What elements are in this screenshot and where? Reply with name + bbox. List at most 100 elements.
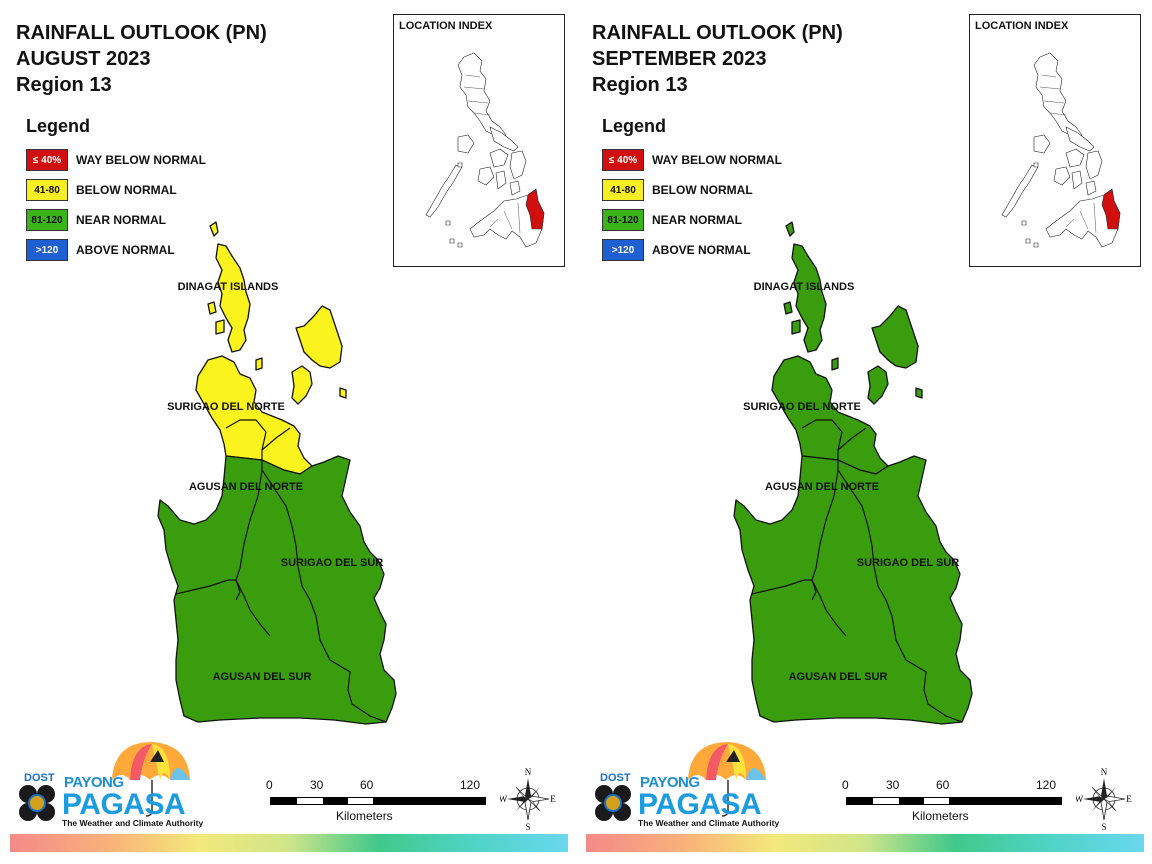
label-dinagat: DINAGAT ISLANDS bbox=[754, 281, 855, 293]
legend-item-way-below: ≤ 40% WAY BELOW NORMAL bbox=[26, 145, 206, 175]
legend-item-above: >120 ABOVE NORMAL bbox=[602, 235, 782, 265]
legend-item-below: 41-80 BELOW NORMAL bbox=[602, 175, 782, 205]
location-index-title: LOCATION INDEX bbox=[399, 20, 493, 32]
pagasa-text: PAGASA bbox=[62, 788, 186, 821]
legend-swatch: >120 bbox=[26, 239, 68, 261]
surigao-del-norte-shape bbox=[195, 355, 313, 475]
province-boundaries bbox=[751, 419, 963, 723]
title-line-1: RAINFALL OUTLOOK (PN) bbox=[592, 22, 843, 44]
scale-tick: 0 bbox=[266, 778, 273, 792]
scale-tick: 120 bbox=[1036, 778, 1057, 792]
dinagat-islands-shape bbox=[783, 221, 827, 353]
dost-text: DOST bbox=[24, 772, 55, 784]
legend-swatch: ≤ 40% bbox=[602, 149, 644, 171]
title-line-1: RAINFALL OUTLOOK (PN) bbox=[16, 22, 267, 44]
payong-text: PAYONG bbox=[64, 774, 124, 791]
province-boundaries bbox=[175, 419, 387, 723]
label-surigao-del-norte: SURIGAO DEL NORTE bbox=[743, 401, 861, 413]
legend-item-near: 81-120 NEAR NORMAL bbox=[602, 205, 782, 235]
scale-bar: 0 30 60 120 Kilometers bbox=[842, 778, 1062, 828]
legend-title: Legend bbox=[26, 116, 91, 136]
compass-e: E bbox=[550, 794, 556, 804]
compass-s: S bbox=[525, 822, 530, 832]
compass-n: N bbox=[525, 767, 532, 777]
legend-item-below: 41-80 BELOW NORMAL bbox=[26, 175, 206, 205]
label-agusan-del-sur: AGUSAN DEL SUR bbox=[789, 671, 888, 683]
region-13-highlight bbox=[525, 188, 545, 230]
map-title: RAINFALL OUTLOOK (PN) SEPTEMBER 2023 Reg… bbox=[592, 20, 843, 98]
scale-tick: 60 bbox=[360, 778, 374, 792]
label-surigao-del-norte: SURIGAO DEL NORTE bbox=[167, 401, 285, 413]
north-arrow: N S E W bbox=[499, 766, 557, 832]
philippines-index-map bbox=[425, 52, 545, 248]
scale-bar: 0 30 60 120 Kilometers bbox=[266, 778, 486, 828]
pagasa-logo: DOST PAYONG PAGASA The Weather and Clima… bbox=[18, 740, 203, 832]
dost-text: DOST bbox=[600, 772, 631, 784]
region-13-map: DINAGAT ISLANDS SURIGAO DEL NORTE AGUSAN… bbox=[157, 221, 397, 725]
payong-text: PAYONG bbox=[640, 774, 700, 791]
label-agusan-del-norte: AGUSAN DEL NORTE bbox=[189, 481, 303, 493]
scale-tick: 60 bbox=[936, 778, 950, 792]
legend-label: BELOW NORMAL bbox=[76, 183, 177, 197]
legend: Legend ≤ 40% WAY BELOW NORMAL 41-80 BELO… bbox=[602, 116, 782, 265]
scale-bar-graphic bbox=[270, 797, 486, 805]
dost-seal-icon bbox=[19, 785, 55, 821]
north-arrow: N S E W bbox=[1075, 766, 1133, 832]
legend: Legend ≤ 40% WAY BELOW NORMAL 41-80 BELO… bbox=[26, 116, 206, 265]
label-surigao-del-sur: SURIGAO DEL SUR bbox=[281, 557, 384, 569]
compass-w: W bbox=[500, 794, 508, 804]
scale-unit: Kilometers bbox=[336, 809, 393, 823]
region-13-highlight bbox=[1101, 188, 1121, 230]
philippines-index-map bbox=[1001, 52, 1121, 248]
umbrella-icon bbox=[688, 742, 766, 817]
compass-n: N bbox=[1101, 767, 1108, 777]
label-agusan-del-norte: AGUSAN DEL NORTE bbox=[765, 481, 879, 493]
legend-swatch: 41-80 bbox=[26, 179, 68, 201]
umbrella-icon bbox=[112, 742, 190, 817]
pagasa-logo: DOST PAYONG PAGASA The Weather and Clima… bbox=[594, 740, 779, 832]
legend-swatch: 41-80 bbox=[602, 179, 644, 201]
scale-tick: 30 bbox=[310, 778, 324, 792]
legend-swatch: ≤ 40% bbox=[26, 149, 68, 171]
legend-swatch: 81-120 bbox=[602, 209, 644, 231]
legend-label: BELOW NORMAL bbox=[652, 183, 753, 197]
scale-bar-graphic bbox=[846, 797, 1062, 805]
outlook-panel-august: RAINFALL OUTLOOK (PN) AUGUST 2023 Region… bbox=[10, 14, 568, 852]
compass-w: W bbox=[1076, 794, 1084, 804]
map-title: RAINFALL OUTLOOK (PN) AUGUST 2023 Region… bbox=[16, 20, 267, 98]
legend-swatch: >120 bbox=[602, 239, 644, 261]
title-line-month: AUGUST 2023 bbox=[16, 48, 151, 70]
compass-e: E bbox=[1126, 794, 1132, 804]
siargao-island-shape bbox=[831, 305, 923, 405]
compass-rose-icon: N S E W bbox=[499, 767, 557, 832]
legend-label: WAY BELOW NORMAL bbox=[652, 153, 783, 167]
pagasa-tagline: The Weather and Climate Authority bbox=[62, 818, 204, 828]
legend-title: Legend bbox=[602, 116, 667, 136]
dinagat-islands-shape bbox=[207, 221, 251, 353]
dost-seal-icon bbox=[595, 785, 631, 821]
scale-tick: 30 bbox=[886, 778, 900, 792]
legend-label: ABOVE NORMAL bbox=[652, 243, 751, 257]
scale-tick: 120 bbox=[460, 778, 481, 792]
bottom-color-bar bbox=[586, 834, 1144, 852]
legend-item-near: 81-120 NEAR NORMAL bbox=[26, 205, 206, 235]
legend-label: ABOVE NORMAL bbox=[76, 243, 175, 257]
location-index-inset: LOCATION INDEX bbox=[969, 14, 1141, 267]
compass-rose-icon: N S E W bbox=[1075, 767, 1133, 832]
label-surigao-del-sur: SURIGAO DEL SUR bbox=[857, 557, 960, 569]
title-line-region: Region 13 bbox=[16, 74, 112, 96]
label-agusan-del-sur: AGUSAN DEL SUR bbox=[213, 671, 312, 683]
location-index-title: LOCATION INDEX bbox=[975, 20, 1069, 32]
scale-tick: 0 bbox=[842, 778, 849, 792]
label-dinagat: DINAGAT ISLANDS bbox=[178, 281, 279, 293]
legend-swatch: 81-120 bbox=[26, 209, 68, 231]
outlook-panel-september: RAINFALL OUTLOOK (PN) SEPTEMBER 2023 Reg… bbox=[576, 0, 1152, 864]
surigao-del-norte-shape bbox=[771, 355, 889, 475]
legend-item-above: >120 ABOVE NORMAL bbox=[26, 235, 206, 265]
legend-label: WAY BELOW NORMAL bbox=[76, 153, 207, 167]
pagasa-text: PAGASA bbox=[638, 788, 762, 821]
region-13-map: DINAGAT ISLANDS SURIGAO DEL NORTE AGUSAN… bbox=[733, 221, 973, 725]
title-line-region: Region 13 bbox=[592, 74, 688, 96]
pagasa-tagline: The Weather and Climate Authority bbox=[638, 818, 780, 828]
legend-label: NEAR NORMAL bbox=[76, 213, 166, 227]
